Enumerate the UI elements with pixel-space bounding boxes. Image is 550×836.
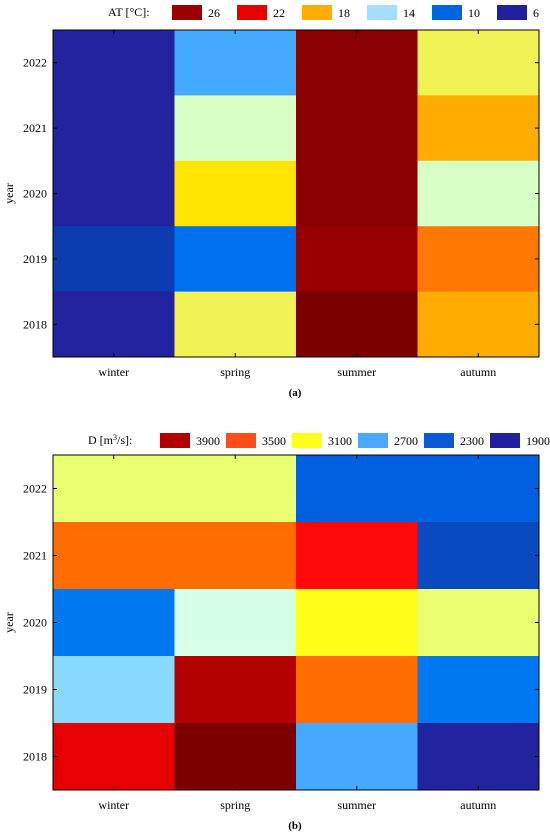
legend-label: 2300 — [460, 434, 484, 448]
x-tick-label: summer — [337, 798, 376, 812]
y-tick-label: 2020 — [23, 187, 47, 201]
legend-label: 26 — [208, 6, 220, 20]
legend-label: 3500 — [262, 434, 286, 448]
heatmap-cell — [53, 589, 175, 657]
legend-label: 1900 — [526, 434, 550, 448]
heatmap-cell — [296, 291, 418, 358]
legend-label: 10 — [468, 6, 480, 20]
heatmap-cell — [174, 291, 297, 358]
legend-title: AT [°C]: — [108, 5, 150, 19]
y-tick-label: 2019 — [23, 683, 47, 697]
x-tick-label: winter — [98, 798, 129, 812]
heatmap-cell — [174, 30, 297, 96]
y-tick-label: 2020 — [23, 616, 47, 630]
legend: AT [°C]: 26 22 18 14 10 6 — [108, 5, 539, 20]
legend-swatch — [424, 433, 454, 448]
heatmap-cell — [174, 589, 297, 657]
legend-label: 6 — [533, 6, 539, 20]
legend-swatch — [358, 433, 388, 448]
legend-title: D [m3/s]: — [88, 433, 132, 447]
y-tick-label: 2022 — [23, 56, 47, 70]
heatmap-cell — [53, 95, 175, 162]
legend-swatch — [432, 5, 462, 20]
heatmap-cell — [296, 226, 418, 293]
x-tick-label: autumn — [460, 365, 496, 379]
heatmap-cell — [417, 95, 540, 162]
heatmap-cell — [296, 455, 418, 523]
heatmap-cell — [417, 30, 540, 96]
legend-swatch — [160, 433, 190, 448]
heatmap-cell — [174, 160, 297, 227]
panel-label: (a) — [289, 387, 302, 399]
heatmap-cell — [417, 160, 540, 227]
heatmap-cell — [296, 723, 418, 791]
y-tick-label: 2019 — [23, 252, 47, 266]
heatmap-cell — [174, 95, 297, 162]
legend-swatch — [490, 433, 520, 448]
y-tick-label: 2018 — [23, 750, 47, 764]
heatmap-cell — [53, 656, 175, 724]
x-tick-label: spring — [220, 365, 250, 379]
x-tick-label: summer — [337, 365, 376, 379]
panel-label: (b) — [288, 820, 302, 832]
legend-label: 2700 — [394, 434, 418, 448]
legend-swatch — [302, 5, 332, 20]
y-tick-label: 2021 — [23, 121, 47, 135]
legend-swatch — [226, 433, 256, 448]
legend-label: 3900 — [196, 434, 220, 448]
heatmap-cell — [417, 455, 540, 523]
heatmap-cell — [417, 589, 540, 657]
heatmap-cell — [296, 160, 418, 227]
y-axis-label: year — [2, 612, 16, 633]
heatmap-cell — [53, 723, 175, 791]
x-tick-label: winter — [98, 365, 129, 379]
legend-swatch — [237, 5, 267, 20]
heatmap-cell — [174, 226, 297, 293]
legend-label: 22 — [273, 6, 285, 20]
heatmap-cell — [417, 291, 540, 358]
y-axis-label: year — [2, 183, 16, 204]
legend-swatch — [497, 5, 527, 20]
heatmap-panel-b: D [m3/s]: 3900 3500 3100 2700 2300 1900 2022 202… — [2, 433, 550, 832]
heatmap-panel-a: AT [°C]: 26 22 18 14 10 6 2022 2021 2020 2019 2018 w… — [2, 5, 540, 399]
heatmap-cell — [417, 522, 540, 590]
heatmap-cell — [53, 455, 175, 523]
legend-label: 14 — [403, 6, 415, 20]
heatmap-cell — [296, 589, 418, 657]
heatmap-cell — [296, 522, 418, 590]
heatmap-cell — [174, 455, 297, 523]
legend: D [m3/s]: 3900 3500 3100 2700 2300 1900 — [88, 433, 550, 448]
heatmap-cell — [174, 656, 297, 724]
heatmap-cell — [53, 160, 175, 227]
heatmap-cell — [53, 291, 175, 358]
heatmap-cell — [53, 522, 175, 590]
heatmap-cell — [417, 723, 540, 791]
legend-label: 18 — [338, 6, 350, 20]
heatmap-cell — [417, 656, 540, 724]
heatmap-cell — [417, 226, 540, 293]
legend-swatch — [172, 5, 202, 20]
legend-swatch — [292, 433, 322, 448]
y-tick-label: 2018 — [23, 317, 47, 331]
y-tick-label: 2022 — [23, 482, 47, 496]
heatmap-cell — [53, 30, 175, 96]
y-tick-label: 2021 — [23, 549, 47, 563]
heatmap-cell — [174, 723, 297, 791]
x-tick-label: spring — [220, 798, 250, 812]
legend-label: 3100 — [328, 434, 352, 448]
legend-swatch — [367, 5, 397, 20]
heatmap-cell — [296, 656, 418, 724]
x-tick-label: autumn — [460, 798, 496, 812]
heatmap-cell — [296, 95, 418, 162]
heatmap-cell — [53, 226, 175, 293]
heatmap-cell — [296, 30, 418, 96]
heatmap-cell — [174, 522, 297, 590]
